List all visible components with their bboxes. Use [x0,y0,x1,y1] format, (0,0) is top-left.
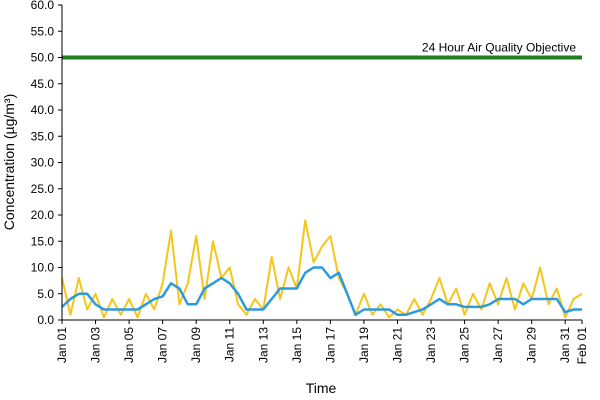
y-tick-label: 50.0 [31,51,55,65]
x-tick-label: Jan 07 [156,327,170,363]
x-tick-label: Jan 17 [323,327,337,363]
x-tick-label: Jan 05 [122,327,136,363]
x-tick-label: Jan 25 [458,327,472,363]
x-tick-label: Jan 09 [189,327,203,363]
objective-label: 24 Hour Air Quality Objective [422,41,576,55]
y-tick-label: 35.0 [31,129,55,143]
data-line [61,266,582,317]
x-tick-label: Jan 23 [424,327,438,363]
x-tick-label: Jan 15 [290,327,304,363]
y-tick-label: 20.0 [31,208,55,222]
x-tick-label: Jan 01 [55,327,69,363]
y-tick-label: 60.0 [31,0,55,12]
x-tick-label: Jan 19 [357,327,371,363]
x-tick-label: Jan 03 [89,327,103,363]
y-tick-label: 40.0 [31,103,55,117]
y-tick-label: 45.0 [31,77,55,91]
x-tick-label: Feb 01 [575,327,589,365]
y-tick-label: 10.0 [31,261,55,275]
y-tick-label: 5.0 [37,287,54,301]
y-tick-label: 55.0 [31,24,55,38]
y-axis-label: Concentration (µg/m³) [1,94,17,230]
data-line [61,219,583,319]
x-tick-label: Jan 21 [390,327,404,363]
y-tick-label: 30.0 [31,156,55,170]
x-tick-label: Jan 31 [558,327,572,363]
x-tick-label: Jan 27 [491,327,505,363]
x-tick-label: Jan 13 [256,327,270,363]
y-tick-label: 15.0 [31,234,55,248]
x-tick-label: Jan 11 [223,327,237,362]
y-tick-label: 25.0 [31,182,55,196]
y-tick-label: 0.0 [37,313,54,327]
x-axis-label: Time [306,380,337,396]
x-tick-label: Jan 29 [525,327,539,363]
